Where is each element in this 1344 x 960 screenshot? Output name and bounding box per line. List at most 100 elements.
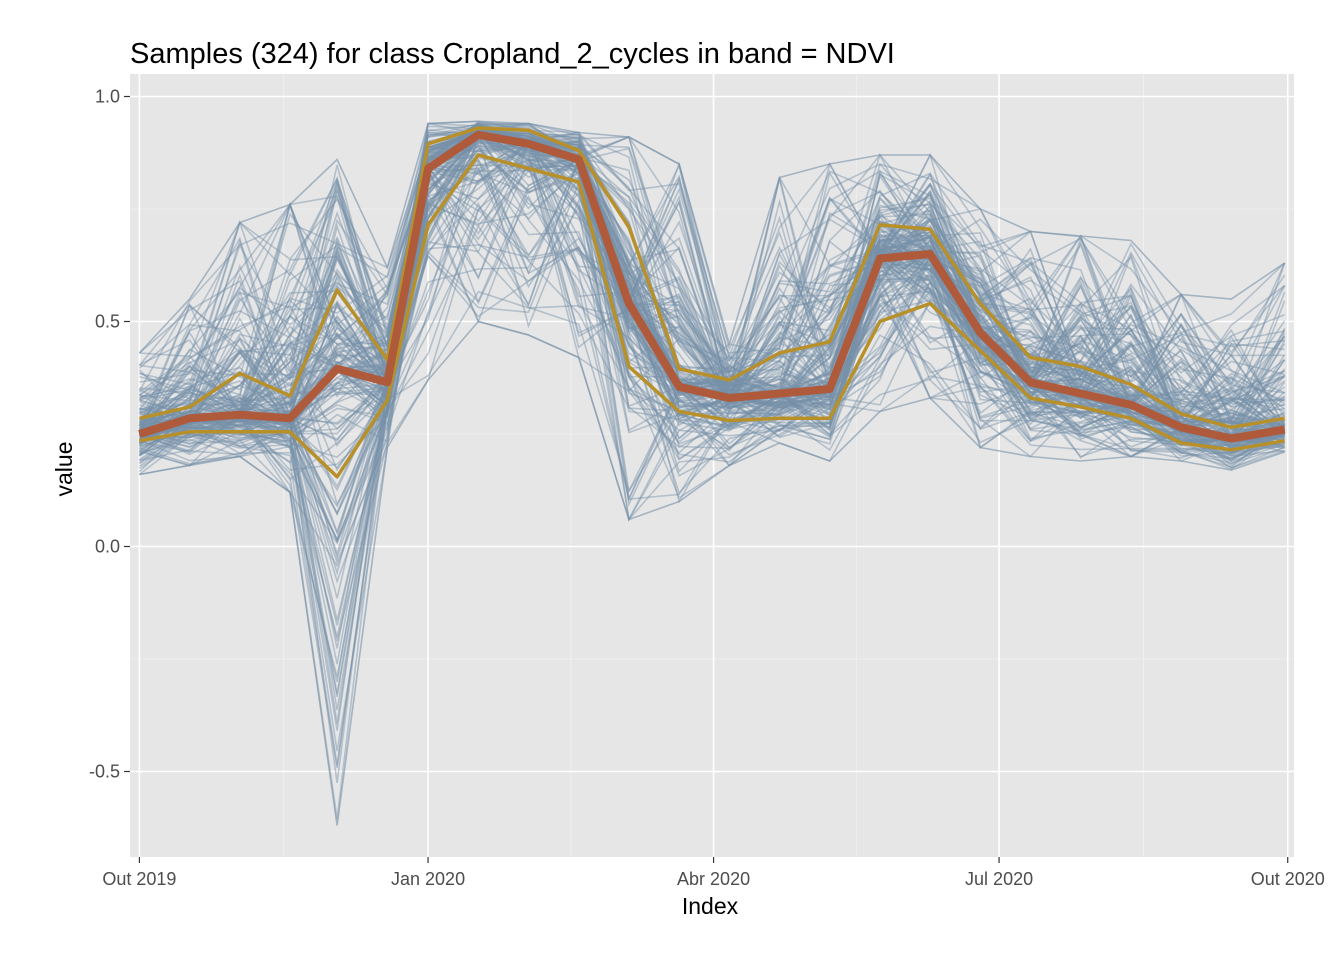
sample-line	[138, 130, 1285, 492]
sample-line	[138, 133, 1285, 440]
sample-line	[138, 129, 1285, 426]
sample-line	[139, 131, 1285, 399]
sample-line	[139, 129, 1286, 421]
sample-line	[138, 128, 1285, 434]
sample-line	[138, 134, 1285, 488]
y-tick-label: 1.0	[95, 87, 120, 107]
x-tick-label: Jan 2020	[391, 869, 465, 889]
sample-line	[138, 133, 1286, 683]
sample-line	[139, 133, 1285, 444]
sample-line	[138, 244, 1285, 542]
sample-line	[138, 131, 1285, 445]
sample-line	[139, 130, 1286, 427]
sample-line	[139, 138, 1285, 449]
sample-line	[138, 122, 1285, 401]
sample-line	[138, 123, 1286, 420]
sample-line	[139, 139, 1286, 439]
sample-line	[139, 179, 1285, 665]
sample-line	[138, 131, 1286, 417]
sample-line	[139, 165, 1285, 711]
sample-line	[139, 128, 1286, 404]
sample-line	[139, 131, 1285, 440]
sample-line	[139, 133, 1285, 429]
sample-line	[139, 207, 1285, 642]
sample-line	[139, 157, 1285, 576]
sample-line	[138, 142, 1285, 535]
sample-line	[139, 137, 1285, 444]
sample-line	[139, 131, 1285, 434]
sample-line	[138, 122, 1286, 435]
sample-line	[138, 127, 1286, 434]
x-tick-label: Out 2020	[1251, 869, 1325, 889]
sample-line	[138, 131, 1286, 430]
sample-line	[139, 131, 1285, 435]
sample-line	[139, 142, 1285, 461]
sample-line	[138, 130, 1285, 434]
sample-line	[139, 133, 1285, 441]
sample-line	[139, 132, 1285, 441]
sample-line	[139, 156, 1285, 638]
axis-ticks: Out 2019 Jan 2020 Abr 2020 Jul 2020 Out 2020…	[89, 87, 1325, 890]
y-axis-title: value	[51, 442, 77, 497]
sample-line	[138, 134, 1285, 461]
sample-line	[139, 320, 1285, 826]
sample-line	[139, 159, 1285, 543]
grid-major	[130, 74, 1294, 857]
sample-line	[139, 165, 1285, 471]
sample-line	[139, 132, 1285, 402]
sample-line	[139, 130, 1285, 435]
sample-line	[138, 158, 1285, 455]
sample-line	[139, 129, 1286, 444]
sample-line	[138, 132, 1286, 441]
sample-line	[139, 126, 1285, 429]
sample-line	[138, 124, 1285, 433]
sample-line	[139, 158, 1285, 752]
sample-line	[139, 141, 1285, 472]
sample-line	[139, 133, 1286, 433]
sample-line	[139, 133, 1285, 446]
sample-line	[139, 148, 1285, 769]
sample-line	[138, 142, 1286, 442]
sample-line	[139, 128, 1286, 431]
upper-quartile-line	[139, 126, 1285, 430]
chart-title: Samples (324) for class Cropland_2_cycle…	[130, 38, 895, 70]
sample-line	[138, 133, 1286, 423]
sample-line	[139, 144, 1286, 440]
sample-line	[138, 158, 1285, 766]
sample-line	[139, 122, 1286, 422]
grid-minor	[130, 74, 1294, 857]
sample-line	[139, 121, 1285, 425]
sample-line	[139, 130, 1286, 431]
sample-line	[139, 146, 1285, 444]
x-tick-label: Jul 2020	[965, 869, 1033, 889]
sample-line	[138, 134, 1285, 542]
sample-line	[138, 122, 1286, 428]
sample-line	[139, 165, 1285, 474]
sample-line	[139, 142, 1285, 649]
sample-line	[139, 159, 1285, 545]
y-tick-label: 0.5	[95, 312, 120, 332]
sample-line	[138, 131, 1286, 428]
sample-line	[139, 158, 1285, 678]
sample-line	[139, 133, 1286, 434]
sample-line	[139, 131, 1286, 390]
sample-line	[139, 141, 1285, 515]
sample-line	[139, 139, 1285, 448]
sample-line	[139, 159, 1285, 694]
sample-line	[138, 158, 1285, 464]
sample-line	[139, 197, 1286, 568]
sample-line	[139, 132, 1285, 599]
sample-line	[138, 133, 1286, 434]
sample-line	[139, 125, 1286, 434]
x-tick-label: Out 2019	[102, 869, 176, 889]
sample-line	[139, 161, 1285, 626]
sample-line	[139, 133, 1285, 584]
sample-line	[139, 129, 1286, 436]
sample-line	[139, 126, 1286, 442]
sample-line	[139, 133, 1285, 436]
sample-line	[139, 133, 1285, 448]
y-tick-label: 0.0	[95, 537, 120, 557]
sample-line	[139, 134, 1285, 429]
sample-line	[139, 142, 1285, 448]
